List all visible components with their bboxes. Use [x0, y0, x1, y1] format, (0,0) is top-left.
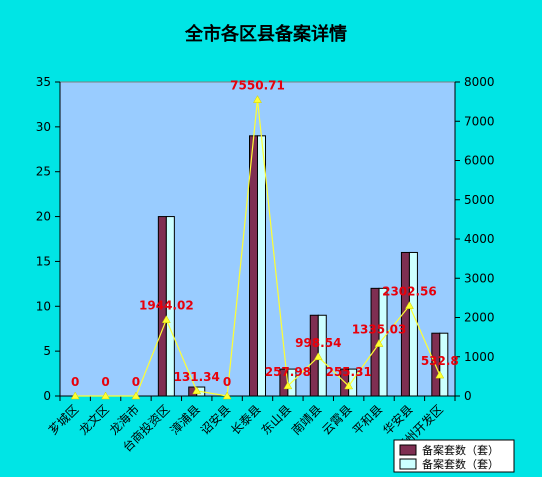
- line-marker: [283, 381, 293, 390]
- data-label: 998.54: [295, 336, 341, 350]
- data-label: 532.8: [421, 354, 459, 368]
- y-left-tick-label: 15: [36, 254, 51, 268]
- legend-swatch: [399, 458, 417, 470]
- line-marker: [313, 352, 323, 361]
- line-marker: [404, 301, 414, 309]
- data-label: 1944.02: [139, 299, 194, 313]
- y-left-tick-label: 0: [43, 389, 51, 403]
- line-marker: [70, 391, 80, 400]
- data-label: 131.34: [174, 370, 220, 384]
- bar-1: [249, 135, 258, 397]
- line-marker: [222, 391, 232, 400]
- bar-2: [408, 251, 418, 397]
- bar-2: [439, 332, 449, 397]
- data-label: 7550.71: [230, 79, 285, 93]
- legend-label: 备案套数（套）: [422, 443, 499, 457]
- data-label: 255.31: [325, 365, 371, 379]
- y-right-tick-label: 0: [464, 389, 472, 403]
- y-right-tick-label: 5000: [464, 193, 495, 207]
- line-marker: [161, 315, 171, 323]
- line-marker: [374, 339, 384, 347]
- line-marker: [253, 95, 262, 103]
- y-left-tick-label: 10: [36, 299, 51, 313]
- line-marker: [344, 381, 354, 390]
- bar-2: [165, 216, 175, 397]
- data-label: 0: [101, 375, 109, 389]
- data-label: 1335.03: [352, 323, 407, 337]
- y-left-tick-label: 35: [36, 75, 51, 89]
- y-right-tick-label: 3000: [464, 271, 495, 285]
- legend: 备案套数（套）备案套数（套）: [393, 439, 515, 473]
- y-right-tick-label: 7000: [464, 114, 495, 128]
- y-left-tick-label: 30: [36, 120, 51, 134]
- y-right-tick-label: 8000: [464, 75, 495, 89]
- line-marker: [435, 370, 445, 379]
- y-right-tick-label: 4000: [464, 232, 495, 246]
- line-marker: [101, 391, 111, 400]
- data-label: 2302.56: [382, 285, 437, 299]
- y-left-tick-label: 25: [36, 165, 51, 179]
- data-label: 0: [71, 375, 79, 389]
- y-left-tick-label: 5: [43, 344, 51, 358]
- bar-2: [257, 135, 266, 397]
- y-right-tick-label: 6000: [464, 154, 495, 168]
- legend-label: 备案套数（套）: [422, 457, 499, 471]
- y-right-tick-label: 1000: [464, 350, 495, 364]
- data-label: 257.98: [265, 365, 311, 379]
- line-marker: [192, 386, 202, 395]
- legend-swatch: [399, 444, 417, 456]
- data-label: 0: [132, 375, 140, 389]
- chart-title: 全市各区县备案详情: [184, 23, 347, 45]
- y-left-tick-label: 20: [36, 210, 51, 224]
- y-right-tick-label: 2000: [464, 311, 495, 325]
- line-marker: [131, 391, 141, 400]
- data-label: 0: [223, 375, 231, 389]
